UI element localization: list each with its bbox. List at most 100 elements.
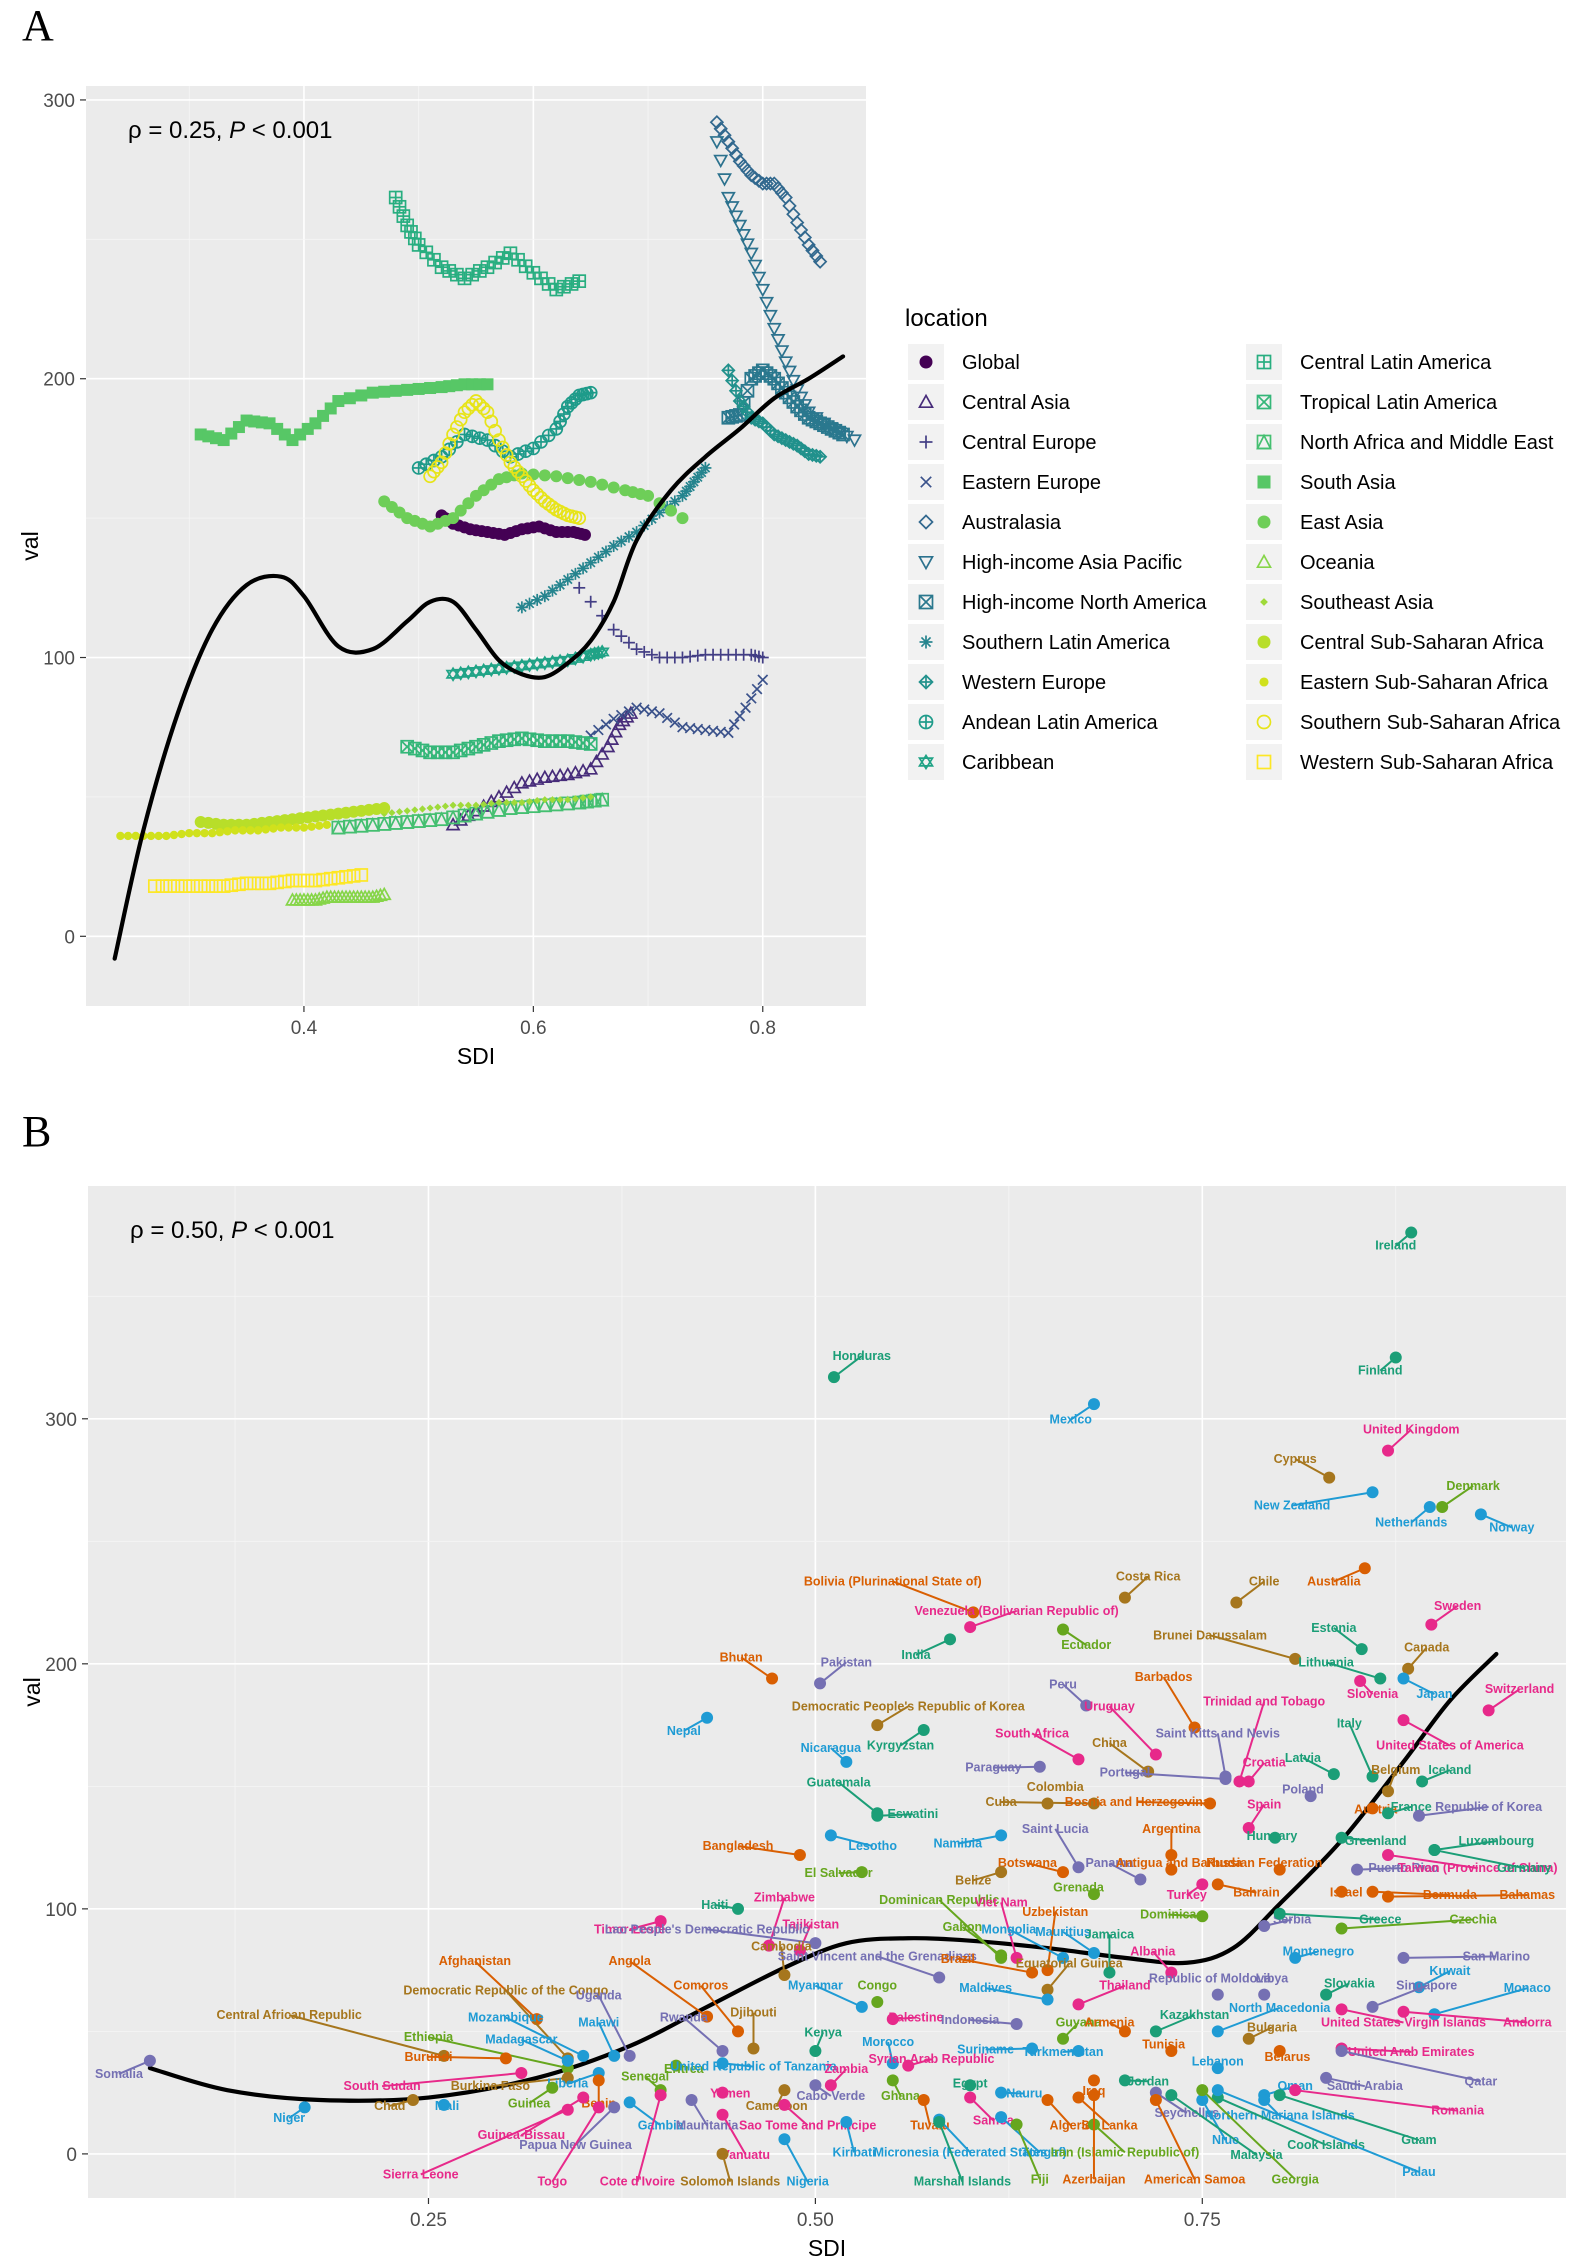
- legend-key-bg: [1246, 704, 1282, 740]
- data-point: [207, 828, 217, 838]
- data-point: [785, 374, 801, 389]
- country-point: [499, 2052, 512, 2065]
- data-point: [778, 356, 794, 370]
- data-point: [583, 761, 599, 775]
- series-western-sub-saharan-africa: [147, 868, 369, 893]
- data-point: [372, 887, 388, 902]
- label-leader-line: [783, 2138, 809, 2183]
- country-label: Libya: [1256, 1971, 1290, 1985]
- country-label: Kyrgyzstan: [867, 1739, 934, 1753]
- country-point: [1118, 1591, 1131, 1604]
- data-point: [423, 469, 437, 484]
- data-point: [774, 345, 790, 359]
- data-point: [734, 710, 746, 722]
- country-point: [732, 2025, 745, 2038]
- series-western-europe: [721, 363, 828, 464]
- data-point: [462, 497, 475, 510]
- country-point: [1428, 1844, 1441, 1857]
- country-point: [1118, 2074, 1131, 2087]
- data-point: [728, 210, 744, 224]
- data-point: [346, 869, 361, 883]
- label-leader-line: [683, 2016, 724, 2052]
- data-point: [192, 828, 202, 838]
- label-leader-line: [1325, 2076, 1366, 2088]
- country-point: [1211, 1878, 1224, 1891]
- series-tropical-latin-america: [400, 731, 598, 760]
- country-point: [1230, 1596, 1243, 1609]
- country-label: Jordan: [1127, 2074, 1169, 2088]
- country-point: [1273, 1907, 1286, 1920]
- label-leader-line: [1217, 2096, 1327, 2146]
- data-point: [751, 271, 767, 286]
- data-point: [615, 709, 627, 721]
- label-leader-line: [1031, 1732, 1079, 1761]
- data-point: [615, 630, 628, 643]
- data-point: [332, 395, 345, 408]
- data-point: [847, 434, 862, 448]
- data-point: [527, 468, 540, 481]
- label-leader-line: [970, 2019, 1017, 2026]
- legend-key-bg: [1246, 744, 1282, 780]
- country-point: [824, 1829, 837, 1842]
- data-point: [770, 334, 786, 348]
- data-point: [564, 796, 572, 804]
- data-point: [315, 821, 324, 830]
- y-tick-label: 100: [45, 1900, 77, 1921]
- data-point: [430, 460, 445, 474]
- country-point: [809, 1937, 822, 1950]
- legend-key-marker: [1256, 714, 1272, 730]
- country-label: Namibia: [933, 1837, 983, 1851]
- country-label: Malaysia: [1230, 2148, 1283, 2162]
- data-point: [571, 794, 587, 810]
- data-point: [116, 831, 125, 841]
- legend-key-bg: [908, 384, 944, 420]
- data-point: [538, 590, 551, 603]
- country-label: Dominica: [1140, 1908, 1197, 1922]
- country-point: [778, 2133, 791, 2146]
- data-point: [170, 879, 185, 893]
- country-label: Romania: [1431, 2104, 1485, 2118]
- data-point: [805, 243, 820, 258]
- smooth-fit-curve: [147, 1651, 1499, 2103]
- data-point: [747, 259, 763, 274]
- country-point: [886, 2074, 899, 2087]
- label-leader-line: [1216, 1733, 1227, 1777]
- country-label: Bhutan: [720, 1650, 763, 1664]
- country-label: Greenland: [1345, 1834, 1407, 1848]
- data-point: [178, 879, 193, 893]
- country-label: Micronesia (Federated States of): [874, 2145, 1067, 2159]
- country-label: Lithuania: [1298, 1655, 1355, 1669]
- data-point: [484, 414, 499, 429]
- y-tick-label: 100: [43, 649, 75, 670]
- data-point: [556, 796, 564, 804]
- legend-label: Tropical Latin America: [1300, 392, 1498, 414]
- label-leader-line: [1046, 1912, 1057, 1971]
- data-point: [522, 478, 537, 493]
- country-label: Palau: [1402, 2165, 1435, 2179]
- legend-key-bg: [908, 504, 944, 540]
- country-point: [917, 2093, 930, 2106]
- label-leader-line: [1217, 1883, 1257, 1894]
- y-tick-label: 200: [43, 370, 75, 391]
- country-label: Mexico: [1050, 1413, 1093, 1427]
- country-label: San Marino: [1463, 1949, 1531, 1963]
- label-leader-line: [1341, 2008, 1404, 2024]
- country-point: [1474, 1508, 1487, 1521]
- data-point: [732, 219, 748, 234]
- data-point: [366, 386, 379, 399]
- country-point: [1402, 1662, 1415, 1675]
- data-point: [600, 738, 616, 753]
- country-label: Madagascar: [485, 2033, 557, 2047]
- data-point: [607, 481, 620, 494]
- country-label: Singapore: [1396, 1979, 1457, 1993]
- country-label: Myanmar: [788, 1979, 843, 1993]
- country-label: El Salvador: [805, 1866, 873, 1880]
- data-point: [123, 831, 133, 841]
- country-label: Democratic People's Republic of Korea: [792, 1699, 1026, 1713]
- country-point: [1374, 1672, 1387, 1685]
- data-point: [554, 579, 567, 592]
- country-point: [1033, 1760, 1046, 1773]
- series-north-africa-and-middle-east: [330, 791, 610, 835]
- data-point: [538, 469, 551, 482]
- legend-key-marker: [1256, 754, 1272, 770]
